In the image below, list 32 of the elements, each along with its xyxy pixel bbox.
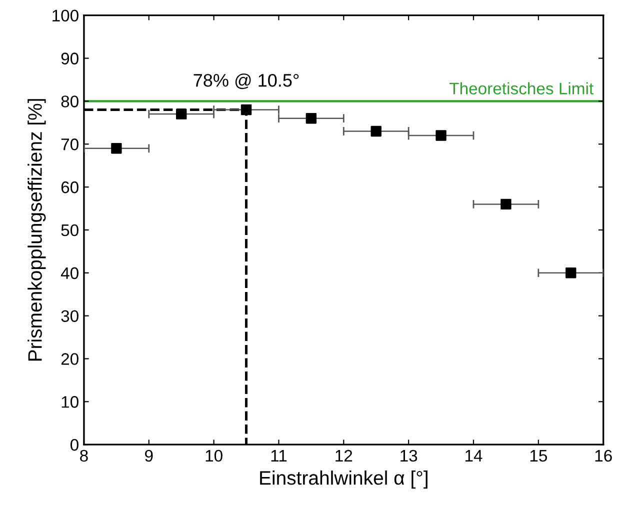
x-tick-label: 16 [595, 450, 612, 462]
x-tick-label: 15 [530, 450, 547, 462]
point [370, 126, 382, 137]
x-tick-label: 13 [400, 450, 418, 462]
y-tick-label: 50 [61, 224, 78, 236]
y-axis-title: Prismenkopplungseffizienz [%] [28, 99, 46, 361]
y-tick-label: 40 [60, 267, 78, 280]
point [240, 104, 252, 116]
y-tick-label: 100 [52, 10, 78, 22]
point [176, 108, 187, 120]
point [566, 268, 576, 278]
y-tick-label: 20 [61, 353, 78, 365]
x-tick-label: 14 [466, 450, 482, 462]
x-tick-label: 8 [80, 450, 88, 462]
y-tick-label: 0 [70, 438, 78, 451]
x-axis-title: Einstrahlwinkel α [°] [260, 470, 428, 489]
x-tick-label: 11 [271, 450, 287, 462]
annotation: 78% @ 10.5° [194, 73, 299, 90]
x-tick-label: 12 [336, 450, 352, 462]
x-tick-label: 10 [206, 450, 222, 462]
ref-line-label: Theoretisches Limit [449, 82, 594, 94]
y-tick-label: 70 [61, 138, 78, 150]
point [500, 198, 512, 210]
y-tick-label: 30 [61, 310, 78, 322]
point [436, 130, 446, 141]
x-tick-label: 9 [145, 450, 153, 462]
point [111, 143, 122, 154]
y-tick-label: 10 [62, 396, 78, 408]
y-tick-label: 60 [61, 181, 78, 194]
y-tick-label: 80 [61, 96, 78, 108]
point [306, 112, 317, 124]
y-tick-label: 90 [61, 52, 78, 64]
